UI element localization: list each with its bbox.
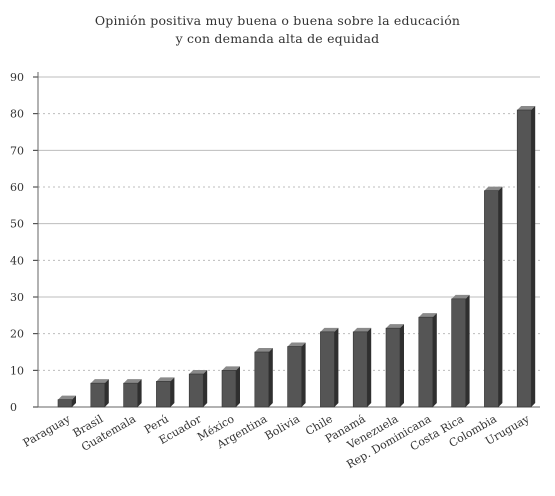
bar (484, 190, 499, 408)
bar-side (72, 395, 76, 407)
bar-side (268, 348, 273, 407)
bar-side (432, 313, 437, 407)
bar-side (334, 327, 339, 407)
x-tick-label: Bolivia (263, 412, 303, 442)
bar (221, 370, 237, 408)
y-tick-label: 50 (10, 218, 24, 231)
bar (123, 382, 138, 408)
chart-title: Opinión positiva muy buena o buena sobre… (0, 12, 555, 48)
bar-top (287, 342, 306, 347)
bar-top (386, 324, 404, 329)
bar (320, 331, 335, 408)
bar-side (465, 294, 470, 407)
y-tick-label: 90 (10, 71, 24, 84)
bar-top (58, 395, 76, 400)
bar-top (484, 186, 503, 191)
bar-top (222, 366, 240, 371)
bar-side (301, 342, 306, 407)
x-tick-label: Paraguay (21, 412, 73, 450)
y-tick-label: 70 (10, 144, 24, 157)
bar-side (236, 366, 240, 407)
bar-top (418, 313, 437, 318)
bar-top (123, 379, 142, 384)
bar-top (254, 348, 273, 352)
bar (451, 298, 466, 408)
bar-top (90, 379, 109, 384)
y-tick-label: 0 (10, 401, 17, 414)
bar (254, 351, 270, 408)
y-tick-label: 10 (10, 364, 24, 377)
bar-top (189, 370, 208, 374)
bar-side (170, 377, 175, 407)
bar-side (137, 379, 142, 407)
bar-side (400, 324, 404, 407)
y-tick-label: 80 (10, 108, 24, 121)
bar-side (367, 327, 372, 407)
bar (156, 381, 171, 408)
chart-title-line-2: y con demanda alta de equidad (175, 31, 380, 46)
bar-top (156, 377, 175, 382)
y-tick-label: 60 (10, 181, 24, 194)
bar-top (353, 327, 372, 332)
bar (188, 373, 204, 408)
bar-top (320, 327, 339, 332)
bar (287, 346, 302, 408)
bar-top (451, 294, 470, 299)
bar (57, 399, 73, 408)
bar (516, 109, 532, 408)
bar-side (531, 106, 536, 407)
bar-side (104, 379, 109, 407)
y-tick-label: 20 (10, 328, 24, 341)
bar (385, 327, 401, 408)
bar-side (203, 370, 208, 407)
y-tick-label: 30 (10, 291, 24, 304)
bar (90, 382, 106, 408)
y-tick-label: 40 (10, 254, 24, 267)
bar-top (517, 106, 536, 110)
bar-side (498, 186, 503, 407)
chart-title-line-1: Opinión positiva muy buena o buena sobre… (94, 13, 461, 28)
bar (352, 331, 368, 408)
bar (418, 316, 434, 408)
